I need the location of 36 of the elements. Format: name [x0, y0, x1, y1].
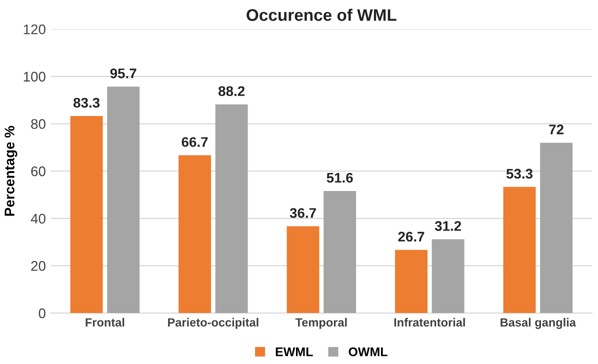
- data-label: 51.6: [326, 172, 353, 183]
- y-tick-label: 60: [31, 166, 46, 176]
- chart-title: Occurence of WML: [246, 8, 396, 21]
- data-label: 95.7: [110, 68, 136, 78]
- bar: [286, 226, 320, 314]
- legend-label: EWML: [276, 348, 313, 356]
- bar: [432, 239, 464, 314]
- data-label: 88.2: [218, 86, 245, 96]
- bar: [70, 116, 103, 314]
- x-tick-label: Parieto-occipital: [168, 318, 258, 329]
- x-tick-label: Basal ganglia: [500, 318, 576, 329]
- y-tick-label: 20: [31, 261, 46, 271]
- y-tick-label: 100: [24, 72, 46, 82]
- x-tick-label: Temporal: [295, 318, 347, 329]
- data-label: 31.2: [434, 221, 462, 231]
- bar: [540, 142, 573, 314]
- x-tick-label: Infratentorial: [394, 318, 465, 327]
- x-tick-label: Frontal: [86, 318, 124, 327]
- data-label: 26.7: [398, 232, 424, 242]
- data-label: 36.7: [290, 208, 316, 218]
- legend-label: OWML: [348, 347, 388, 356]
- y-tick-label: 80: [31, 119, 46, 129]
- data-label: 66.7: [182, 137, 208, 147]
- data-label: 72: [549, 124, 564, 134]
- bar: [395, 250, 428, 314]
- data-label: 83.3: [73, 98, 100, 108]
- bar: [107, 86, 140, 314]
- bar: [324, 190, 356, 314]
- data-label: 53.3: [506, 168, 533, 179]
- y-tick-label: 0: [38, 308, 46, 318]
- y-tick-label: 120: [24, 24, 46, 34]
- y-tick-label: 40: [30, 214, 46, 224]
- bar: [215, 104, 248, 314]
- bar: [178, 155, 212, 314]
- y-axis-title: Percentage %: [4, 126, 18, 216]
- bar: [503, 186, 536, 314]
